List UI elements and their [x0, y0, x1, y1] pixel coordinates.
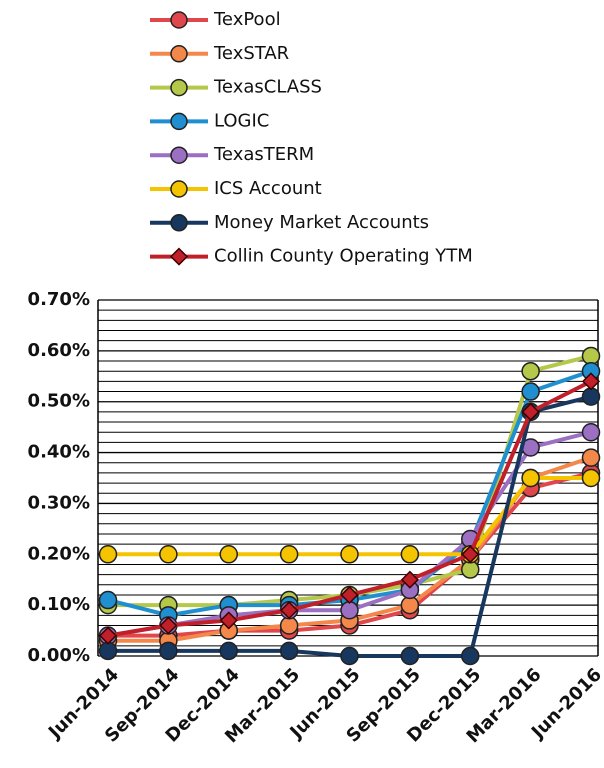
y-tick-label: 0.50%: [28, 391, 90, 412]
y-tick-label: 0.60%: [28, 340, 90, 361]
data-point: [521, 382, 540, 401]
data-point: [280, 601, 299, 620]
legend-label: Money Market Accounts: [214, 212, 429, 233]
data-point: [340, 585, 359, 605]
data-point: [581, 468, 601, 488]
data-point: [581, 387, 601, 406]
data-point: [340, 646, 359, 666]
data-point: [581, 346, 601, 366]
data-point: [170, 45, 188, 63]
y-tick-label: 0.10%: [28, 594, 90, 615]
legend-label: LOGIC: [214, 110, 269, 131]
data-point: [159, 616, 178, 635]
data-point: [170, 146, 188, 164]
data-point: [340, 545, 359, 564]
data-point: [219, 611, 238, 630]
data-point: [170, 214, 188, 232]
data-point: [219, 641, 238, 661]
legend-label: Collin County Operating YTM: [214, 246, 473, 267]
data-point: [521, 402, 540, 421]
y-tick-label: 0.00%: [28, 645, 90, 666]
data-point: [170, 78, 188, 97]
data-point: [98, 641, 118, 661]
legend-label: TexPool: [213, 9, 281, 30]
y-tick-label: 0.40%: [28, 442, 90, 463]
y-tick-label: 0.30%: [28, 492, 90, 513]
data-point: [400, 570, 419, 589]
legend-label: TexasTERM: [213, 144, 314, 165]
data-point: [159, 545, 178, 564]
data-point: [461, 560, 480, 579]
legend-label: ICS Account: [214, 178, 322, 199]
data-point: [279, 641, 299, 661]
series-line: [108, 476, 591, 557]
data-point: [98, 545, 118, 564]
data-point: [169, 247, 189, 266]
y-tick-label: 0.20%: [28, 543, 90, 564]
data-point: [98, 626, 118, 645]
y-tick-label: 0.70%: [28, 289, 90, 310]
data-point: [521, 468, 540, 488]
data-point: [581, 372, 601, 391]
series-line: [108, 354, 592, 608]
data-point: [521, 361, 540, 381]
data-point: [400, 646, 420, 666]
legend-label: TexSTAR: [213, 43, 289, 64]
data-point: [461, 545, 480, 564]
data-point: [581, 422, 601, 442]
data-point: [98, 590, 118, 610]
data-point: [170, 11, 188, 29]
data-point: [219, 545, 238, 564]
data-point: [461, 646, 480, 666]
data-point: [340, 600, 359, 620]
data-point: [279, 616, 299, 635]
data-point: [400, 545, 420, 564]
data-point: [581, 448, 601, 467]
data-point: [159, 641, 178, 661]
data-point: [400, 595, 420, 615]
legend-label: TexasCLASS: [213, 77, 322, 98]
data-point: [279, 545, 299, 564]
data-point: [170, 180, 188, 198]
data-point: [170, 112, 188, 131]
